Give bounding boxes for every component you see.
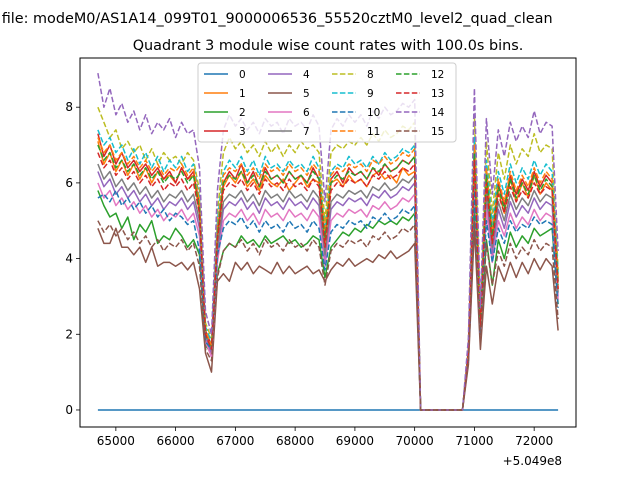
series-line-14	[97, 72, 559, 411]
x-tick-label: 69000	[336, 434, 374, 448]
legend-label-1: 1	[239, 88, 246, 100]
legend-label-8: 8	[367, 69, 374, 81]
x-offset-label: +5.049e8	[503, 454, 562, 468]
legend-label-11: 11	[367, 126, 380, 138]
legend-frame	[197, 62, 457, 143]
legend-label-10: 10	[367, 107, 380, 119]
x-axis: 65000 66000 67000 68000 69000 70000 71000 72000	[97, 427, 553, 448]
series-line-15	[97, 219, 559, 411]
plot-frame	[79, 57, 577, 428]
legend-label-0: 0	[239, 69, 246, 81]
legend-label-2: 2	[239, 107, 246, 119]
legend-label-15: 15	[431, 126, 444, 138]
y-tick-label: 0	[65, 403, 73, 417]
x-tick-label: 70000	[396, 434, 434, 448]
legend-label-5: 5	[303, 88, 310, 100]
y-axis: 0 2 4 6 8	[65, 100, 80, 417]
legend-label-12: 12	[431, 69, 444, 81]
y-tick-label: 2	[65, 327, 73, 341]
y-tick-label: 8	[65, 100, 73, 114]
legend-label-14: 14	[431, 107, 445, 119]
chart-suptitle: n file: modeM0/AS1A14_099T01_9000006536_…	[0, 11, 553, 27]
legend-label-4: 4	[303, 69, 310, 81]
legend-label-9: 9	[367, 88, 374, 100]
x-tick-label: 68000	[276, 434, 314, 448]
legend-label-3: 3	[239, 126, 246, 138]
x-tick-label: 67000	[216, 434, 254, 448]
series-layer	[97, 72, 559, 411]
legend-label-7: 7	[303, 126, 310, 138]
legend-label-13: 13	[431, 88, 444, 100]
x-tick-label: 66000	[157, 434, 195, 448]
chart-title: Quadrant 3 module wise count rates with …	[133, 38, 524, 54]
series-line-5	[97, 227, 559, 411]
legend-label-6: 6	[303, 107, 310, 119]
y-tick-label: 6	[65, 176, 73, 190]
series-line-13	[97, 152, 559, 411]
x-tick-label: 71000	[455, 434, 493, 448]
x-tick-label: 65000	[97, 434, 135, 448]
x-tick-label: 72000	[515, 434, 553, 448]
y-tick-label: 4	[65, 252, 73, 266]
